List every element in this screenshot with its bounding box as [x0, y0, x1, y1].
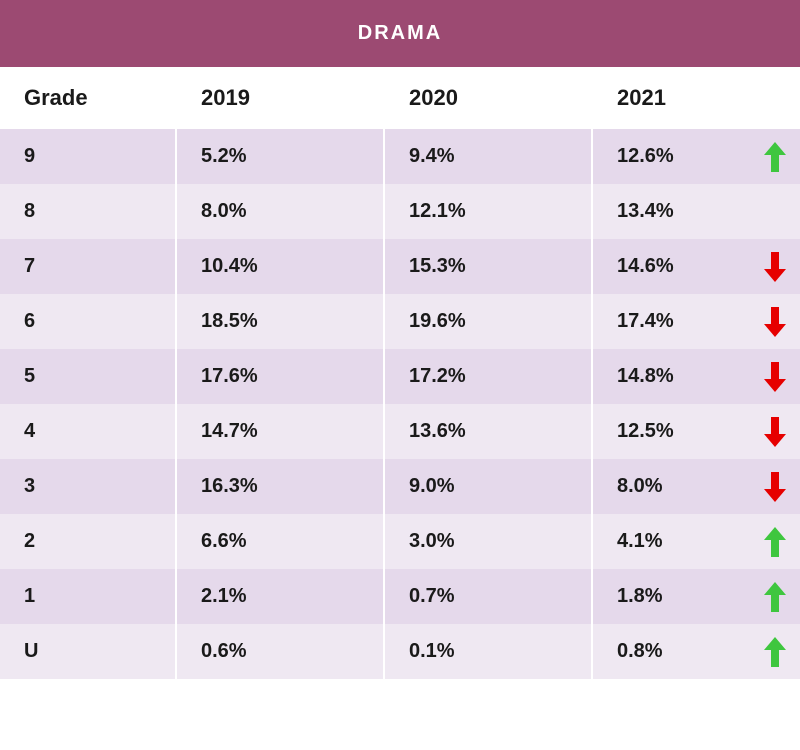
cell-2020: 9.4%	[384, 129, 592, 184]
table-row: 710.4%15.3% 14.6%	[0, 239, 800, 294]
table-row: 88.0%12.1% 13.4%	[0, 184, 800, 239]
cell-2021-value: 14.8%	[617, 365, 674, 387]
cell-2021-value: 14.6%	[617, 255, 674, 277]
cell-2021: 17.4%	[592, 294, 800, 349]
cell-grade: 5	[0, 349, 176, 404]
arrow-down-icon	[764, 417, 786, 447]
cell-2019: 17.6%	[176, 349, 384, 404]
cell-2021-value: 0.8%	[617, 640, 663, 662]
cell-2019: 6.6%	[176, 514, 384, 569]
cell-2020: 17.2%	[384, 349, 592, 404]
cell-grade: U	[0, 624, 176, 679]
grades-table: Grade 2019 2020 2021 95.2%9.4%12.6%88.0%…	[0, 67, 800, 679]
cell-grade: 4	[0, 404, 176, 459]
cell-2021: 4.1%	[592, 514, 800, 569]
arrow-down-icon	[764, 307, 786, 337]
cell-2021: 0.8%	[592, 624, 800, 679]
arrow-down-icon	[764, 252, 786, 282]
table-row: 95.2%9.4% 12.6%	[0, 129, 800, 184]
cell-grade: 6	[0, 294, 176, 349]
cell-2021: 12.5%	[592, 404, 800, 459]
cell-2019: 18.5%	[176, 294, 384, 349]
table-row: 414.7%13.6% 12.5%	[0, 404, 800, 459]
header-2019: 2019	[176, 67, 384, 129]
cell-2019: 16.3%	[176, 459, 384, 514]
cell-grade: 8	[0, 184, 176, 239]
cell-2021-value: 12.6%	[617, 145, 674, 167]
cell-2020: 3.0%	[384, 514, 592, 569]
cell-2020: 9.0%	[384, 459, 592, 514]
header-2021: 2021	[592, 67, 800, 129]
cell-2020: 15.3%	[384, 239, 592, 294]
cell-2020: 12.1%	[384, 184, 592, 239]
table-row: 26.6%3.0% 4.1%	[0, 514, 800, 569]
cell-2020: 13.6%	[384, 404, 592, 459]
table-row: 316.3%9.0% 8.0%	[0, 459, 800, 514]
cell-grade: 7	[0, 239, 176, 294]
cell-2019: 5.2%	[176, 129, 384, 184]
arrow-up-icon	[764, 582, 786, 612]
cell-grade: 9	[0, 129, 176, 184]
cell-2020: 0.7%	[384, 569, 592, 624]
cell-2021: 12.6%	[592, 129, 800, 184]
table-title: DRAMA	[0, 0, 800, 67]
table-row: U0.6%0.1% 0.8%	[0, 624, 800, 679]
cell-2021-value: 8.0%	[617, 475, 663, 497]
cell-2019: 14.7%	[176, 404, 384, 459]
arrow-down-icon	[764, 362, 786, 392]
cell-2021: 8.0%	[592, 459, 800, 514]
arrow-up-icon	[764, 142, 786, 172]
cell-2021-value: 12.5%	[617, 420, 674, 442]
cell-2021-value: 1.8%	[617, 585, 663, 607]
header-2020: 2020	[384, 67, 592, 129]
table-header-row: Grade 2019 2020 2021	[0, 67, 800, 129]
cell-2019: 8.0%	[176, 184, 384, 239]
grades-table-container: DRAMA Grade 2019 2020 2021 95.2%9.4% 12.6…	[0, 0, 800, 679]
cell-2021-value: 4.1%	[617, 530, 663, 552]
arrow-up-icon	[764, 527, 786, 557]
cell-2021-value: 17.4%	[617, 310, 674, 332]
cell-2021: 1.8%	[592, 569, 800, 624]
cell-2021-value: 13.4%	[617, 200, 674, 222]
arrow-down-icon	[764, 472, 786, 502]
table-row: 12.1%0.7% 1.8%	[0, 569, 800, 624]
cell-2021: 13.4%	[592, 184, 800, 239]
arrow-up-icon	[764, 637, 786, 667]
cell-2020: 19.6%	[384, 294, 592, 349]
table-row: 517.6%17.2% 14.8%	[0, 349, 800, 404]
cell-2021: 14.8%	[592, 349, 800, 404]
cell-2021: 14.6%	[592, 239, 800, 294]
cell-grade: 3	[0, 459, 176, 514]
cell-grade: 2	[0, 514, 176, 569]
cell-2019: 2.1%	[176, 569, 384, 624]
table-row: 618.5%19.6% 17.4%	[0, 294, 800, 349]
header-grade: Grade	[0, 67, 176, 129]
cell-2019: 0.6%	[176, 624, 384, 679]
cell-grade: 1	[0, 569, 176, 624]
cell-2019: 10.4%	[176, 239, 384, 294]
cell-2020: 0.1%	[384, 624, 592, 679]
